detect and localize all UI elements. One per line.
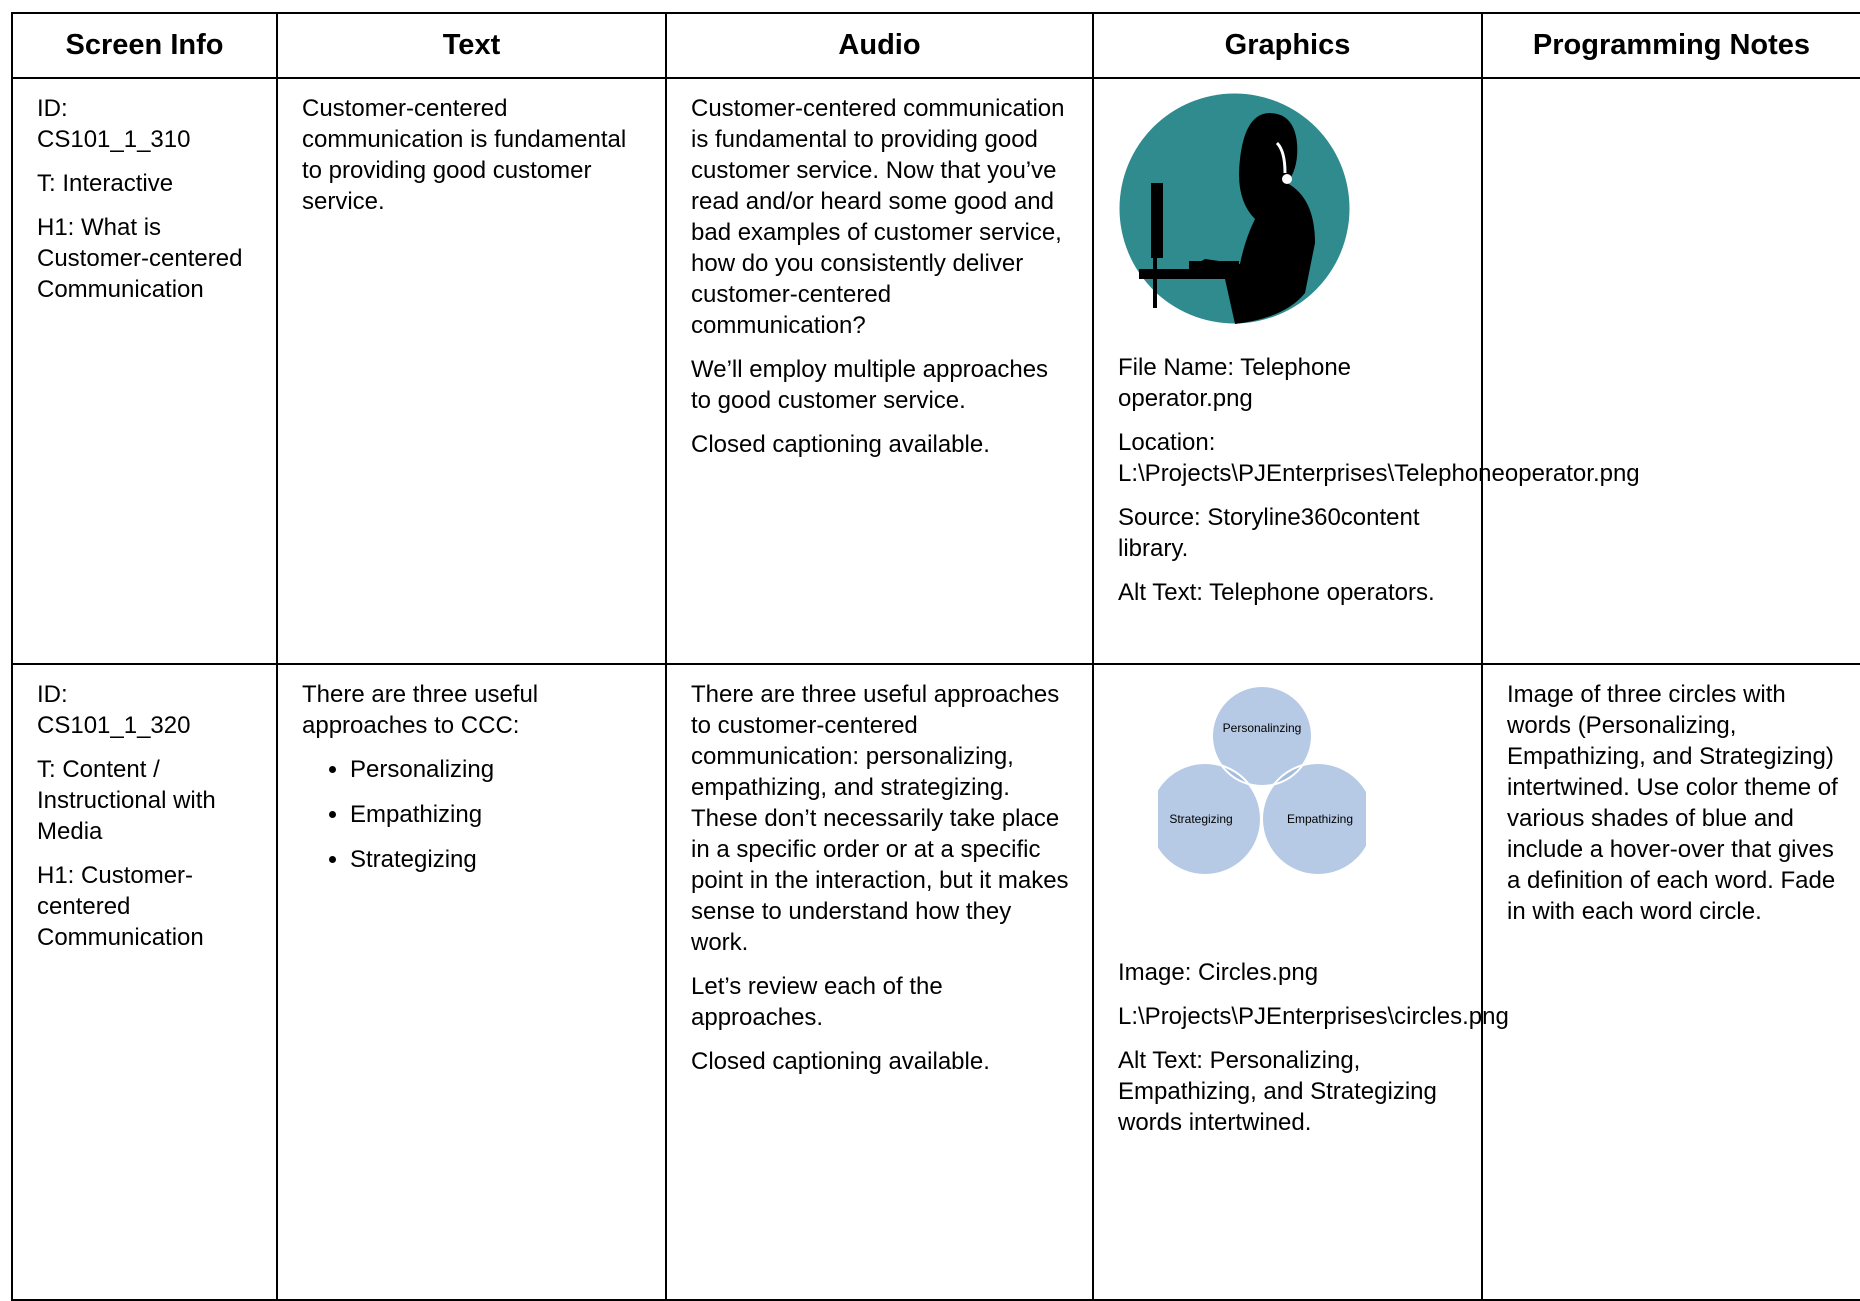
paragraph: Closed captioning available.: [691, 1048, 990, 1075]
cell: Customer-centered communication is funda…: [276, 77, 667, 665]
telephone-operator-image: [1119, 93, 1350, 324]
paragraph: We’ll employ multiple approaches to good…: [691, 356, 1049, 414]
header: Audio: [665, 12, 1094, 79]
circles-image: Personalinzing Strategizing Empathizing: [1158, 685, 1366, 876]
bullet-item: Empathizing: [350, 799, 645, 830]
cell: File Name: Telephone operator.png Locatio…: [1092, 77, 1640, 665]
paragraph: T: Content / Instructional with Media: [37, 756, 216, 845]
bullet-item: Strategizing: [350, 844, 645, 875]
header: Text: [276, 12, 667, 79]
cell: Image of three circles with words (Perso…: [1481, 663, 1860, 1301]
paragraph: There are three useful approaches to CCC…: [302, 681, 539, 739]
paragraph: ID: CS101_1_310: [37, 95, 191, 153]
paragraph: Customer-centered communication is funda…: [302, 95, 627, 215]
cell: There are three useful approaches to cus…: [665, 663, 1094, 1301]
paragraph: Alt Text: Telephone operators.: [1118, 579, 1435, 606]
paragraph: Image of three circles with words (Perso…: [1507, 681, 1838, 925]
circle-label: Personalinzing: [1223, 721, 1302, 735]
paragraph: H1: What is Customer-centered Communicat…: [37, 214, 243, 303]
paragraph: Location: L:\Projects\PJEnterprises\Tele…: [1118, 429, 1640, 487]
bullet-item: Personalizing: [350, 754, 645, 785]
cell: Personalinzing Strategizing Empathizing …: [1092, 663, 1509, 1301]
circle-label: Strategizing: [1169, 812, 1232, 826]
page: Screen Info Text Audio Graphics Programm…: [0, 0, 1860, 1238]
header: Graphics: [1092, 12, 1483, 79]
circle-label: Empathizing: [1287, 812, 1353, 826]
header: Programming Notes: [1481, 12, 1860, 79]
paragraph: L:\Projects\PJEnterprises\circles.png: [1118, 1003, 1509, 1030]
storyboard-table: Screen Info Text Audio Graphics Programm…: [11, 12, 1860, 1301]
row: ID: CS101_1_320 T: Content / Instructiona…: [11, 663, 1860, 1301]
paragraph: Customer-centered communication is funda…: [691, 95, 1065, 339]
paragraph: ID: CS101_1_320: [37, 681, 191, 739]
cell: [1481, 77, 1860, 665]
bullet-list: Personalizing Empathizing Strategizing: [302, 754, 645, 875]
paragraph: Alt Text: Personalizing, Empathizing, an…: [1118, 1047, 1437, 1136]
cell: There are three useful approaches to CCC…: [276, 663, 667, 1301]
paragraph: File Name: Telephone operator.png: [1118, 354, 1352, 412]
header: Screen Info: [11, 12, 278, 79]
paragraph: Source: Storyline360content library.: [1118, 504, 1420, 562]
header-row: Screen Info Text Audio Graphics Programm…: [11, 12, 1860, 79]
paragraph: Let’s review each of the approaches.: [691, 973, 943, 1031]
paragraph: Closed captioning available.: [691, 431, 990, 458]
cell: ID: CS101_1_310 T: Interactive H1: What is…: [11, 77, 278, 665]
paragraph: There are three useful approaches to cus…: [691, 681, 1069, 956]
cell: ID: CS101_1_320 T: Content / Instructiona…: [11, 663, 278, 1301]
cell: Customer-centered communication is funda…: [665, 77, 1094, 665]
paragraph: T: Interactive: [37, 170, 174, 197]
paragraph: Image: Circles.png: [1118, 959, 1319, 986]
paragraph: H1: Customer-centered Communication: [37, 862, 204, 951]
row: ID: CS101_1_310 T: Interactive H1: What is…: [11, 77, 1860, 665]
